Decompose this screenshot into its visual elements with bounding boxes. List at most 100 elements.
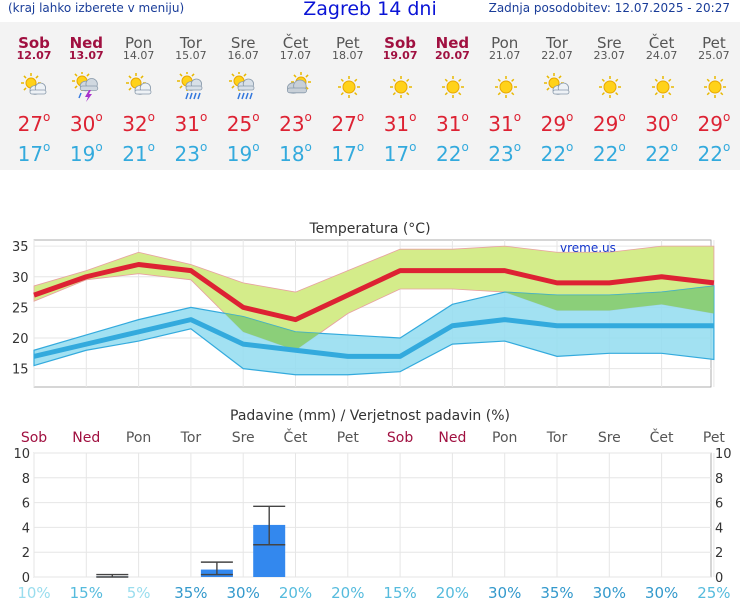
day-name: Sob [18, 34, 50, 52]
day-axis-label: Pon [492, 430, 517, 446]
precipitation-probability: 15% [70, 584, 103, 600]
day-date: 25.07 [698, 49, 730, 62]
min-temperature: 22o [540, 140, 574, 166]
day-date: 22.07 [541, 49, 573, 62]
precipitation-chart-title: Padavine (mm) / Verjetnost padavin (%) [230, 408, 510, 424]
day-column: Sre 16.07 25o 19o [217, 22, 269, 170]
y-tick-label-right: 8 [715, 472, 723, 487]
day-column: Ned 20.07 31o 22o [426, 22, 478, 170]
sun-cloud-icon [125, 73, 151, 95]
precipitation-probability: 10% [17, 584, 50, 600]
day-axis-label: Pet [703, 430, 726, 446]
day-column: Sre 23.07 29o 22o [583, 22, 635, 170]
day-column: Čet 24.07 30o 22o [636, 22, 688, 170]
day-column: Pet 18.07 27o 17o [322, 22, 374, 170]
day-date: 17.07 [279, 49, 312, 62]
y-tick-label-right: 2 [715, 546, 723, 561]
day-axis-label: Čet [284, 428, 308, 446]
max-temperature: 31o [174, 110, 208, 136]
sun-icon [337, 76, 360, 98]
day-name: Čet [282, 34, 309, 52]
day-date: 14.07 [122, 49, 155, 62]
min-temperature: 17o [383, 140, 417, 166]
y-tick-label-right: 6 [715, 497, 723, 512]
day-date: 15.07 [175, 49, 207, 62]
day-date: 20.07 [434, 49, 470, 62]
day-column: Pon 14.07 32o 21o [113, 22, 165, 170]
precipitation-probability: 35% [174, 584, 207, 600]
thunderstorm-icon [72, 72, 99, 102]
max-temperature: 27o [17, 110, 51, 136]
max-temperature: 32o [122, 110, 155, 136]
min-temperature: 23o [488, 140, 522, 166]
day-column: Tor 15.07 31o 23o [165, 22, 217, 170]
cloud-sun-icon [286, 72, 311, 94]
sun-icon [703, 76, 726, 98]
y-tick-label-right: 10 [715, 447, 732, 462]
day-axis-label: Pet [337, 430, 360, 446]
min-temperature: 17o [17, 140, 51, 166]
day-column: Pet 25.07 29o 22o [688, 22, 740, 170]
sun-rain-icon [176, 72, 203, 100]
day-date: 19.07 [382, 49, 418, 62]
min-temperature: 17o [331, 140, 365, 166]
day-date: 13.07 [68, 49, 104, 62]
watermark: vreme.us [560, 241, 616, 255]
y-tick-label-left: 6 [22, 497, 30, 512]
day-name: Sob [384, 34, 417, 52]
precipitation-probability: 30% [645, 584, 678, 600]
y-tick-label: 25 [12, 301, 29, 316]
day-name: Ned [69, 34, 104, 52]
day-column: Pon 21.07 31o 23o [479, 22, 531, 170]
precipitation-probability: 30% [488, 584, 521, 600]
day-column: Tor 22.07 29o 22o [531, 22, 583, 170]
precipitation-probability: 15% [383, 584, 416, 600]
day-axis-label: Sre [598, 430, 621, 446]
day-date: 21.07 [488, 49, 521, 62]
max-temperature: 29o [697, 110, 731, 136]
min-temperature: 22o [645, 140, 678, 166]
day-axis-label: Tor [180, 430, 202, 446]
y-tick-label-left: 8 [22, 472, 30, 487]
sun-icon [651, 76, 674, 98]
day-axis-label: Ned [438, 430, 466, 446]
y-tick-label-left: 2 [22, 546, 30, 561]
precipitation-error-bar [200, 561, 233, 576]
sun-icon [442, 76, 465, 98]
day-name: Tor [546, 34, 568, 52]
precipitation-probability: 25% [697, 584, 730, 600]
day-column: Sob 19.07 31o 17o [374, 22, 426, 170]
day-axis-label: Sob [387, 430, 413, 446]
day-name: Tor [179, 34, 202, 52]
min-temperature: 18o [279, 140, 312, 166]
min-temp-line [33, 317, 714, 359]
y-tick-label: 15 [12, 363, 29, 378]
sun-icon [599, 76, 622, 98]
sun-icon [390, 76, 413, 98]
day-name: Ned [435, 34, 470, 52]
y-tick-label: 35 [12, 240, 29, 255]
day-name: Sre [230, 34, 256, 52]
y-tick-label-right: 0 [715, 571, 723, 586]
max-temp-line [33, 262, 715, 323]
day-date: 12.07 [16, 49, 52, 62]
precipitation-error-bar [96, 573, 129, 578]
day-column: Ned 13.07 30o 19o [60, 22, 112, 170]
sun-cloud-icon [544, 73, 570, 95]
day-name: Pet [335, 34, 360, 52]
last-update-text: Zadnja posodobitev: 12.07.2025 - 20:27 [488, 1, 730, 15]
sun-icon [494, 76, 517, 98]
precipitation-probability: 35% [540, 584, 573, 600]
y-tick-label-left: 4 [22, 521, 30, 536]
precipitation-probability: 20% [331, 584, 364, 600]
precipitation-error-bar [253, 505, 286, 546]
y-tick-label: 20 [12, 332, 29, 347]
precipitation-probability: 5% [127, 584, 151, 600]
daily-forecast-strip: Sob 12.07 27o 17o Ned 13.07 30o 19o Pon 14.07 32o 2… [0, 22, 740, 170]
y-tick-label-right: 4 [715, 521, 723, 536]
precipitation-probability: 30% [593, 584, 626, 600]
day-date: 18.07 [332, 49, 364, 62]
day-name: Pon [491, 34, 519, 52]
max-temperature: 31o [435, 110, 469, 136]
